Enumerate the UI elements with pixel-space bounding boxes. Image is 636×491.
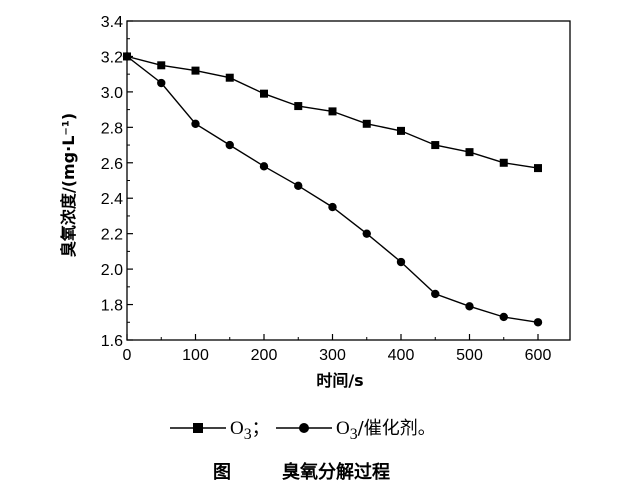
data-point-square <box>294 102 303 111</box>
data-point-circle <box>157 78 166 88</box>
data-point-circle <box>499 312 508 322</box>
data-point-square <box>397 126 405 135</box>
x-tick-label: 400 <box>388 347 415 364</box>
data-point-circle <box>328 202 337 212</box>
legend-circle-marker-icon <box>276 423 332 433</box>
legend-label-circle: O3/催化剂。 <box>336 418 436 443</box>
y-tick-label: 3.4 <box>101 14 123 31</box>
data-point-square <box>328 107 337 116</box>
y-tick-label: 3.0 <box>101 85 123 102</box>
x-tick-label: 100 <box>182 347 209 364</box>
data-point-circle <box>431 289 440 299</box>
data-point-square <box>157 61 166 70</box>
series-lines <box>126 55 539 323</box>
figure-caption-title: 臭氧分解过程 <box>282 462 390 483</box>
data-point-circle <box>259 162 269 171</box>
y-tick-label: 2.0 <box>101 262 123 279</box>
series-line-circle <box>126 55 539 323</box>
legend-label-square: O3； <box>230 418 270 443</box>
ticks: 0 100 200 300 400 500 600 1.6 1.8 2.0 2.2 2.4 2.6 2.8… <box>101 14 552 364</box>
data-point-circle <box>396 257 406 267</box>
x-tick-label: 500 <box>456 347 483 364</box>
legend-entry-square: O3； <box>170 412 280 443</box>
y-tick-label: 2.6 <box>101 156 123 173</box>
y-axis-title: 臭氧浓度/(mg·L⁻¹) <box>59 113 78 257</box>
legend-entry-circle: O3/催化剂。 <box>276 412 490 443</box>
data-point-square <box>225 73 234 82</box>
x-tick-label: 600 <box>525 347 552 364</box>
x-tick-label: 300 <box>319 347 346 364</box>
x-axis-title: 时间/s <box>316 371 363 390</box>
y-tick-label: 3.2 <box>101 49 123 66</box>
data-point-circle <box>122 52 132 61</box>
y-tick-label: 2.2 <box>101 227 123 244</box>
data-point-circle <box>191 119 200 128</box>
x-tick-label: 0 <box>123 347 132 364</box>
data-point-square <box>431 141 440 150</box>
data-point-square <box>499 158 508 167</box>
data-point-square <box>465 148 474 157</box>
figure-caption-label: 图 <box>213 462 231 483</box>
legend: O3； O3/催化剂。 <box>160 412 490 443</box>
figure-caption: 图 臭氧分解过程 <box>0 458 636 484</box>
data-point-square <box>191 66 200 75</box>
data-point-square <box>260 89 268 98</box>
data-point-circle <box>294 181 303 191</box>
y-tick-label: 2.8 <box>101 120 123 137</box>
data-point-square <box>534 164 542 173</box>
y-tick-label: 2.4 <box>101 191 123 208</box>
y-tick-label: 1.6 <box>101 333 123 350</box>
data-point-circle <box>465 302 474 311</box>
x-tick-label: 200 <box>251 347 278 364</box>
data-point-circle <box>533 318 543 327</box>
data-point-circle <box>362 229 371 238</box>
legend-square-marker-icon <box>170 423 226 433</box>
chart: 0 100 200 300 400 500 600 1.6 1.8 2.0 2.2 2.4 2.6 2.8… <box>59 14 571 390</box>
series-markers <box>122 52 543 327</box>
data-point-square <box>362 119 371 128</box>
data-point-circle <box>225 140 234 150</box>
y-tick-label: 1.8 <box>101 298 123 315</box>
